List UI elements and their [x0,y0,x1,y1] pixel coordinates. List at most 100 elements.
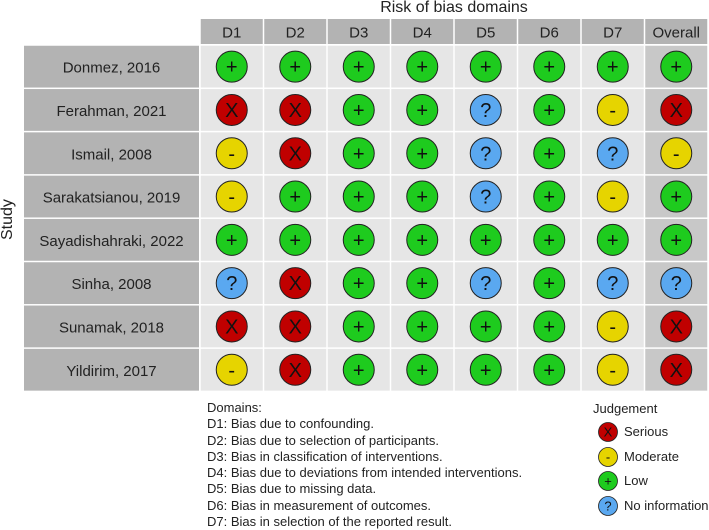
judgement-moderate-icon [596,310,629,343]
domain-header-d2: D2 [286,25,305,42]
judgement-symbol: X [289,273,302,295]
judgement-serious-icon [215,93,248,126]
judgement-low-icon [406,137,439,170]
judgement-symbol: + [670,187,682,209]
judgement-moderate-icon [215,137,248,170]
judgement-moderate-icon [596,353,629,386]
judgement-noinfo-icon [660,267,693,300]
judgement-symbol: - [609,360,616,382]
judgement-serious-icon [215,310,248,343]
domains-legend-item: D2: Bias due to selection of participant… [207,432,439,448]
judgement-symbol: X [289,143,302,165]
judgement-symbol: - [228,360,235,382]
noinfo-icon: ? [598,495,618,516]
judgement-serious-icon [279,353,312,386]
legend-circle [598,495,618,516]
judgement-symbol: + [353,316,365,338]
judgement-symbol: + [543,187,555,209]
judgement-moderate-icon [596,93,629,126]
domain-header-d4: D4 [413,25,432,42]
judgement-symbol: + [543,143,555,165]
judgement-moderate-icon [215,353,248,386]
judgement-low-icon [596,50,629,83]
judgement-low-icon [533,267,566,300]
judgement-symbol: ? [671,273,682,295]
legend-symbol: - [606,449,610,464]
judgement-symbol: + [289,230,301,252]
domain-header-d5: D5 [476,25,495,42]
moderate-icon: - [598,446,618,467]
judgement-moderate-icon [215,180,248,213]
low-icon: + [598,471,618,491]
judgement-symbol: + [353,230,365,252]
figure-title: Risk of bias domains [380,0,528,16]
judgement-low-icon [342,267,375,300]
study-label: Donmez, 2016 [63,60,161,77]
domains-legend-item: D4: Bias due to deviations from intended… [207,465,523,481]
header-cell [518,19,581,44]
judgement-symbol: ? [480,273,491,295]
judgement-legend-label: Moderate [624,448,679,464]
judgement-low-icon [469,223,502,256]
judgement-symbol: + [480,57,492,79]
judgement-low-icon [342,93,375,126]
judgement-symbol: - [609,316,616,338]
study-label: Sarakatsianou, 2019 [43,190,181,207]
judgement-symbol: + [670,230,682,252]
judgement-symbol: + [480,316,492,338]
domain-header-d1: D1 [222,25,241,42]
judgement-symbol: + [480,230,492,252]
judgement-low-icon [406,267,439,300]
study-label: Sayadishahraki, 2022 [39,233,183,250]
judgement-low-icon [406,223,439,256]
judgement-low-icon [533,310,566,343]
judgement-low-icon [533,93,566,126]
judgement-symbol: + [543,57,555,79]
judgement-low-icon [533,223,566,256]
judgement-symbol: + [353,100,365,122]
judgement-low-icon [342,50,375,83]
judgement-low-icon [215,223,248,256]
judgement-low-icon [342,310,375,343]
domains-legend-item: D5: Bias due to missing data. [207,481,377,497]
judgement-low-icon [406,180,439,213]
judgement-low-icon [279,50,312,83]
judgement-low-icon [215,50,248,83]
judgement-moderate-icon [660,137,693,170]
legend-symbol: X [604,425,613,440]
judgement-symbol: + [416,230,428,252]
judgement-legend-item-noinfo: ? No information [596,495,709,517]
header-cell [200,19,263,44]
judgement-legend-heading: Judgement [593,401,658,416]
domains-legend-item: D7: Bias in selection of the reported re… [207,514,452,530]
judgement-serious-icon [660,93,693,126]
study-cell [24,218,199,261]
judgement-noinfo-icon [469,180,502,213]
judgement-symbol: + [289,187,301,209]
judgement-symbol: + [416,273,428,295]
judgement-low-icon [342,137,375,170]
judgement-symbol: ? [607,273,618,295]
judgement-low-icon [660,223,693,256]
judgement-moderate-icon [596,180,629,213]
judgement-symbol: + [480,360,492,382]
judgement-low-icon [469,50,502,83]
judgement-symbol: + [353,57,365,79]
judgement-low-icon [342,223,375,256]
legend-circle [598,471,618,491]
header-cell [327,19,390,44]
judgement-symbol: + [416,57,428,79]
judgement-low-icon [469,353,502,386]
judgement-symbol: + [353,360,365,382]
domain-header-d3: D3 [349,25,368,42]
judgement-symbol: X [670,360,683,382]
study-cell [24,132,199,175]
study-cell [24,262,199,305]
judgement-legend-item-low: + Low [596,470,706,492]
domains-legend-heading: Domains: [207,400,262,415]
judgement-symbol: X [670,316,683,338]
study-label: Sunamak, 2018 [59,319,164,336]
judgement-symbol: X [289,316,302,338]
judgement-symbol: + [353,187,365,209]
judgement-symbol: + [416,316,428,338]
